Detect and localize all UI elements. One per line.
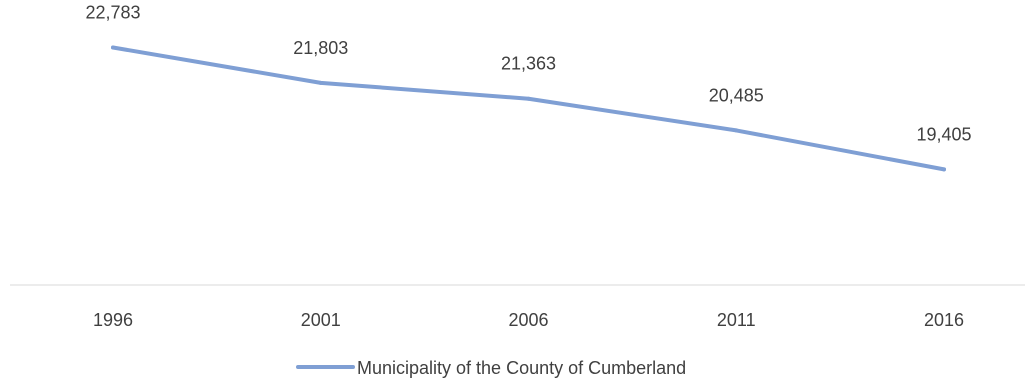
data-label: 22,783 (85, 3, 140, 23)
data-point (111, 45, 115, 50)
series-group: 22,783 21,803 21,363 20,485 19,405 (85, 3, 972, 172)
data-point (734, 128, 739, 133)
x-tick-label: 1996 (93, 310, 133, 330)
data-label: 21,803 (293, 38, 348, 58)
data-label: 19,405 (916, 124, 971, 144)
data-point (942, 167, 946, 172)
x-tick-label: 2006 (508, 310, 548, 330)
data-point (318, 80, 323, 85)
data-label: 21,363 (501, 54, 556, 74)
legend: Municipality of the County of Cumberland (296, 358, 686, 378)
x-tick-label: 2016 (924, 310, 964, 330)
data-label: 20,485 (709, 85, 764, 105)
x-tick-label: 2011 (717, 310, 756, 330)
x-tick-label: 2001 (301, 310, 341, 330)
x-tick-labels: 1996 2001 2006 2011 2016 (93, 310, 964, 330)
data-point (526, 96, 531, 101)
legend-series-label: Municipality of the County of Cumberland (357, 358, 686, 378)
